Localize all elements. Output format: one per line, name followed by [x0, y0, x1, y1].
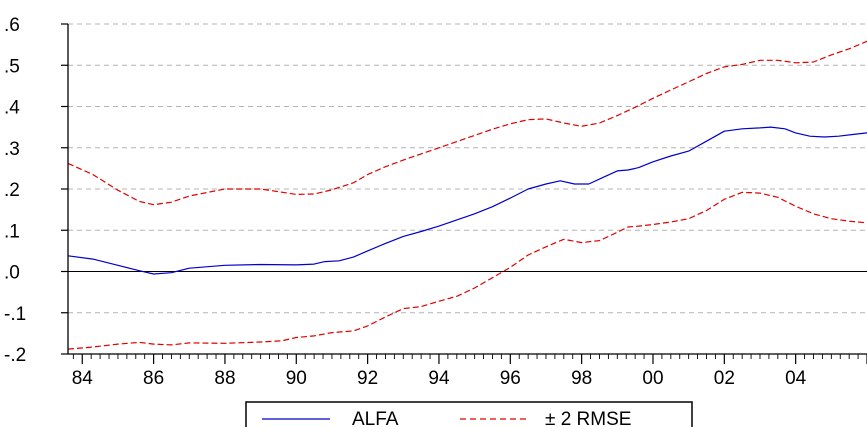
y-tick-label: .5 [4, 56, 20, 77]
x-tick-label: 86 [143, 368, 164, 389]
y-tick-label: .0 [4, 263, 20, 284]
x-tick-label: 88 [214, 368, 235, 389]
y-tick-label: -.1 [4, 304, 26, 325]
x-tick-label: 96 [500, 368, 521, 389]
series-layer [67, 40, 867, 350]
legend-label-rmse: ± 2 RMSE [545, 409, 631, 427]
y-tick-label: .2 [4, 180, 20, 201]
x-tick-label: 98 [571, 368, 592, 389]
y-tick-label: .3 [4, 139, 20, 160]
legend: ALFA ± 2 RMSE [245, 401, 693, 427]
series-line-rmse-lower [67, 191, 867, 350]
x-tick-label: 02 [714, 368, 735, 389]
y-axis: .6 .5 .4 .3 .2 .1 .0 -.1 -.2 [4, 15, 68, 366]
x-tick-label: 90 [286, 368, 307, 389]
series-line-alfa [67, 126, 867, 275]
y-tick-label: .6 [4, 15, 20, 36]
x-tick-label: 00 [642, 368, 663, 389]
y-tick-label: -.2 [4, 345, 26, 366]
x-axis: 84 86 88 90 92 94 96 98 00 02 04 [72, 354, 867, 389]
gridlines [68, 23, 867, 314]
legend-label-alfa: ALFA [352, 409, 399, 427]
legend-box [245, 401, 693, 427]
y-tick-label: .4 [4, 98, 20, 119]
series-line-rmse-upper [67, 40, 867, 206]
x-tick-label: 84 [72, 368, 94, 389]
x-tick-label: 04 [785, 368, 807, 389]
x-tick-label: 94 [428, 368, 450, 389]
y-tick-label: .1 [4, 221, 20, 242]
x-tick-label: 92 [357, 368, 378, 389]
